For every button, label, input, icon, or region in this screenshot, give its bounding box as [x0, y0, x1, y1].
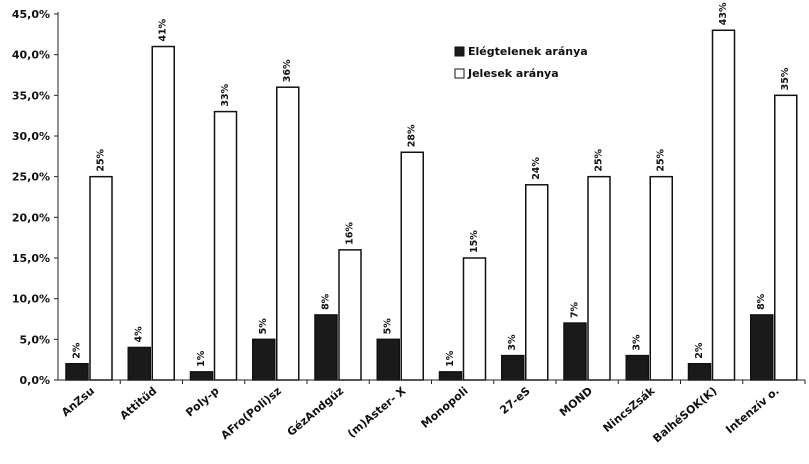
- legend-label-jelesek: Jelesek aránya: [467, 67, 559, 80]
- bar-jelesek: [525, 184, 549, 381]
- data-label: 41%: [158, 18, 169, 41]
- y-tick-label: 35,0%: [12, 89, 50, 102]
- bar-elegtelenek: [252, 338, 276, 381]
- legend: Elégtelenek aránya Jelesek aránya: [454, 45, 588, 80]
- y-tick-label: 45,0%: [12, 8, 50, 21]
- data-label: 5%: [383, 318, 394, 335]
- bar-jelesek: [400, 151, 424, 381]
- bar-elegtelenek: [563, 322, 587, 381]
- data-label: 35%: [780, 67, 791, 90]
- data-label: 25%: [656, 148, 667, 171]
- x-category-label: AnZsu: [59, 384, 97, 419]
- bar-elegtelenek: [65, 362, 89, 381]
- y-tick-label: 30,0%: [12, 130, 50, 143]
- y-tick-label: 15,0%: [12, 252, 50, 265]
- bar-jelesek: [338, 249, 362, 381]
- data-label: 25%: [594, 148, 605, 171]
- data-label: 2%: [694, 342, 705, 359]
- y-tick-label: 20,0%: [12, 211, 50, 224]
- x-category-label: (m)Aster- X: [345, 384, 409, 440]
- x-category-label: Attitűd: [117, 384, 159, 422]
- y-tick-label: 25,0%: [12, 171, 50, 184]
- data-label: 28%: [407, 124, 418, 147]
- data-label: 3%: [632, 334, 643, 351]
- bar-jelesek: [774, 94, 798, 381]
- bar-elegtelenek: [625, 354, 649, 381]
- data-label: 36%: [282, 59, 293, 82]
- legend-label-elegtelenek: Elégtelenek aránya: [468, 45, 588, 58]
- bar-jelesek: [151, 45, 175, 381]
- data-label: 8%: [756, 293, 767, 310]
- data-label: 25%: [96, 148, 107, 171]
- y-tick-label: 0,0%: [19, 374, 50, 387]
- data-label: 43%: [718, 2, 729, 25]
- x-category-label: AFro(Poli)sz: [218, 384, 283, 442]
- legend-swatch-jelesek: [454, 68, 465, 79]
- y-tick-label: 40,0%: [12, 49, 50, 62]
- x-category-label: MOND: [557, 384, 595, 419]
- x-category-label: NincsZsák: [601, 384, 658, 435]
- data-label: 8%: [321, 293, 332, 310]
- bar-jelesek: [213, 110, 238, 381]
- bar-jelesek: [649, 175, 673, 381]
- bar-elegtelenek: [189, 371, 214, 381]
- bar-jelesek: [587, 175, 611, 381]
- bar-elegtelenek: [127, 346, 151, 381]
- x-category-label: BalhéSOK(K): [650, 384, 719, 445]
- data-label: 15%: [469, 230, 480, 253]
- bar-elegtelenek: [376, 338, 400, 381]
- x-category-label: 27-eS: [497, 384, 532, 417]
- legend-swatch-elegtelenek: [454, 46, 465, 57]
- y-axis: 0,0% 5,0% 10,0% 15,0% 20,0% 25,0% 30,0% 35,0% 40…: [12, 8, 59, 387]
- data-label: 3%: [507, 334, 518, 351]
- bar-elegtelenek: [750, 314, 774, 381]
- data-label: 24%: [531, 157, 542, 180]
- x-category-label: Monopoli: [419, 384, 471, 431]
- data-labels: 2% 25% 4% 41% 1% 33% 5% 36% 8% 16% 5% 28% 1% 15% 3% 24%…: [72, 2, 792, 367]
- bar-jelesek: [711, 29, 736, 381]
- data-label: 7%: [570, 301, 581, 318]
- bar-jelesek: [276, 86, 300, 381]
- data-label: 33%: [220, 83, 231, 106]
- bar-elegtelenek: [687, 362, 712, 381]
- y-tick-label: 10,0%: [12, 293, 50, 306]
- x-category-label: GézAndgúz: [285, 384, 346, 438]
- bar-jelesek: [462, 257, 487, 381]
- x-category-label: Intenzív o.: [723, 384, 781, 436]
- y-tick-label: 5,0%: [19, 333, 50, 346]
- x-category-label: Poly-p: [183, 384, 221, 419]
- bars: [65, 29, 798, 381]
- bar-elegtelenek: [438, 371, 463, 381]
- data-label: 5%: [258, 318, 269, 335]
- bar-elegtelenek: [501, 354, 525, 381]
- data-label: 16%: [345, 222, 356, 245]
- data-label: 2%: [72, 342, 83, 359]
- bar-elegtelenek: [314, 314, 338, 381]
- bar-jelesek: [89, 175, 113, 381]
- data-label: 1%: [196, 350, 207, 367]
- data-label: 1%: [445, 350, 456, 367]
- data-label: 4%: [134, 326, 145, 343]
